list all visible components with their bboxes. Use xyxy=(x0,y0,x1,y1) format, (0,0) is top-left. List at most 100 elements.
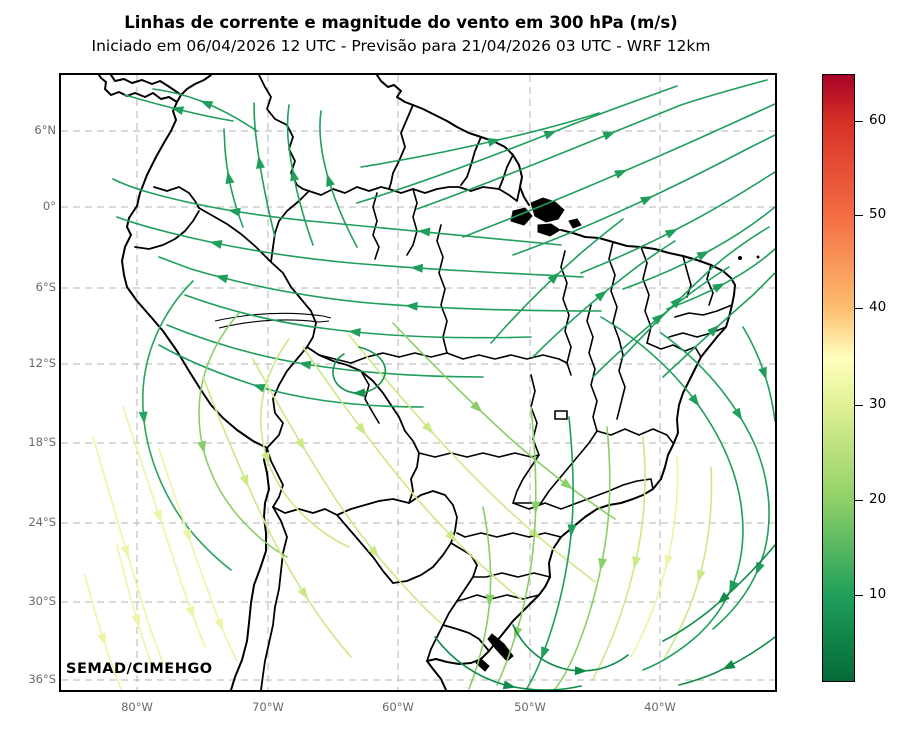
streamline-arrow-icon xyxy=(209,239,223,249)
wind-streamline xyxy=(202,376,352,658)
wind-streamline xyxy=(592,266,730,378)
lat-tick-label: 12°S xyxy=(28,356,56,370)
streamline-arrow-icon xyxy=(632,556,641,570)
streamline-arrow-icon xyxy=(541,646,550,660)
wind-streamline xyxy=(553,426,611,690)
lon-tick-label: 50°W xyxy=(514,700,546,714)
streamline-arrow-icon xyxy=(405,301,418,311)
streamline-arrow-icon xyxy=(200,100,214,110)
streamline-arrow-icon xyxy=(153,509,162,523)
state-border xyxy=(472,572,551,578)
streamline-arrow-icon xyxy=(485,594,495,608)
streamline-arrow-icon xyxy=(97,632,106,646)
state-border xyxy=(608,241,620,340)
streamline-arrow-icon xyxy=(261,451,270,465)
colorbar-tick-label: 20 xyxy=(869,491,887,508)
wind-streamline xyxy=(620,226,770,360)
streamline-arrow-icon xyxy=(651,313,665,325)
wind-streamline xyxy=(158,344,424,408)
state-border xyxy=(586,304,598,432)
country-border xyxy=(134,210,200,250)
state-border xyxy=(456,532,562,538)
streamline-arrow-icon xyxy=(215,274,229,284)
streamline-arrow-icon xyxy=(295,437,306,451)
streamline-arrow-icon xyxy=(729,579,739,594)
streamline-map-svg xyxy=(61,75,775,690)
country-border xyxy=(408,490,458,544)
state-border xyxy=(436,224,448,354)
streamline-arrow-icon xyxy=(722,659,736,670)
streamline-arrow-icon xyxy=(326,173,335,187)
country-border xyxy=(266,447,284,508)
watermark-label: SEMAD/CIMEHGO xyxy=(66,661,213,677)
streamline-arrow-icon xyxy=(256,155,265,169)
country-border xyxy=(498,154,514,190)
wind-streamline xyxy=(112,178,562,246)
wind-streamline xyxy=(462,103,775,238)
coastline xyxy=(426,229,736,690)
wind-streamline xyxy=(416,79,768,210)
country-border xyxy=(198,207,272,263)
colorbar-tick-mark xyxy=(855,595,863,597)
wind-streamline xyxy=(660,332,770,630)
country-border xyxy=(153,186,200,209)
colorbar-tick-mark xyxy=(855,308,863,310)
wind-streamline xyxy=(512,624,629,672)
streamline-arrow-icon xyxy=(290,168,299,182)
colorbar-tick-label: 60 xyxy=(869,111,887,128)
country-border xyxy=(266,346,308,449)
streamline-arrow-icon xyxy=(664,554,674,568)
wind-streamline xyxy=(84,574,122,690)
wind-streamline xyxy=(348,334,596,583)
streamline-arrow-icon xyxy=(717,592,730,604)
wind-streamline xyxy=(678,636,775,686)
streamline-arrow-icon xyxy=(531,501,541,515)
streamline-arrow-icon xyxy=(297,586,309,600)
state-border xyxy=(406,188,418,256)
wind-streamline xyxy=(92,436,164,664)
country-border xyxy=(460,136,482,186)
wind-streamline xyxy=(592,436,646,680)
streamline-arrow-icon xyxy=(131,614,141,628)
lat-tick-label: 36°S xyxy=(28,672,56,686)
wind-streamline xyxy=(158,256,602,312)
streamline-arrow-icon xyxy=(696,250,710,261)
wind-streamline xyxy=(319,110,358,248)
streamline-arrow-icon xyxy=(182,528,191,543)
streamline-arrow-icon xyxy=(543,130,557,140)
country-border xyxy=(306,346,420,504)
streamline-arrow-icon xyxy=(352,388,366,398)
lon-tick-label: 80°W xyxy=(121,700,153,714)
streamline-arrow-icon xyxy=(347,327,361,337)
country-border xyxy=(336,514,394,584)
map-plot-area[interactable] xyxy=(59,73,777,692)
wind-streamline xyxy=(666,248,775,310)
streamline-arrow-icon xyxy=(445,529,458,542)
streamline-arrow-icon xyxy=(354,422,367,436)
map-subtitle: Iniciado em 06/04/2026 12 UTC - Previsão… xyxy=(91,37,711,55)
streamline-arrow-icon xyxy=(410,263,423,273)
wind-streamline xyxy=(580,171,775,274)
wind-streamline xyxy=(166,324,484,378)
wind-streamline xyxy=(630,456,679,658)
wind-streamline xyxy=(525,416,574,690)
wind-streamline xyxy=(116,216,584,278)
state-border xyxy=(446,352,568,364)
streamline-arrow-icon xyxy=(560,478,573,490)
streamline-arrow-icon xyxy=(696,569,706,583)
lat-tick-label: 24°S xyxy=(28,515,56,529)
wind-streamline xyxy=(392,322,616,520)
streamline-arrow-icon xyxy=(120,544,130,559)
streamline-arrow-icon xyxy=(502,680,517,690)
streamline-arrow-icon xyxy=(298,360,312,370)
streamline-arrow-icon xyxy=(602,131,616,141)
streamline-arrow-icon xyxy=(252,383,266,393)
streamline-arrow-icon xyxy=(731,407,743,421)
wind-streamline xyxy=(600,316,744,671)
streamline-arrow-icon xyxy=(594,290,608,302)
colorbar-tick-mark xyxy=(855,120,863,122)
wind-streamline xyxy=(252,358,442,624)
colorbar-tick-label: 10 xyxy=(869,586,887,603)
country-border xyxy=(260,506,288,690)
